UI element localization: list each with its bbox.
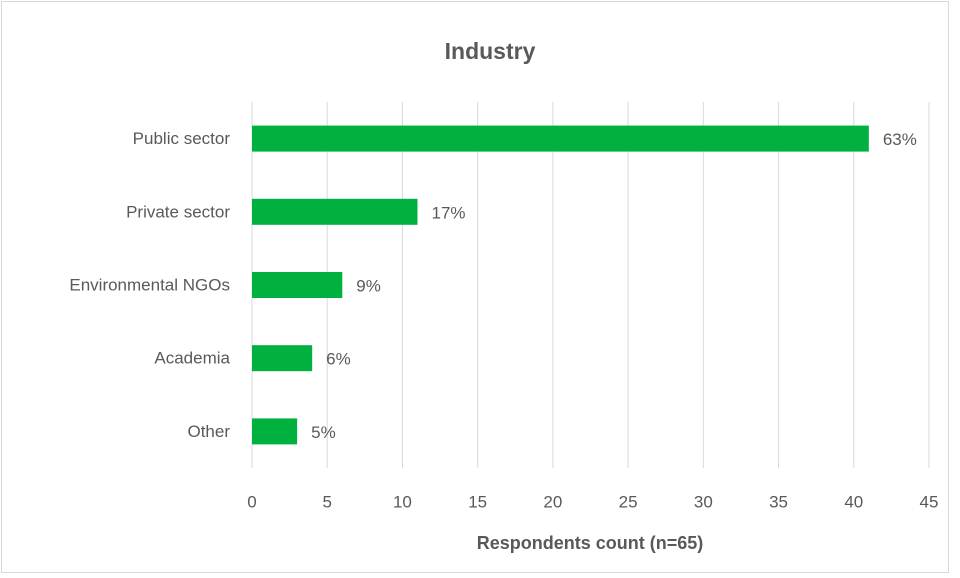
x-tick-label: 5 — [322, 492, 331, 511]
data-label: 5% — [311, 423, 336, 442]
bar — [252, 125, 869, 152]
data-label: 63% — [883, 130, 917, 149]
x-tick-label: 35 — [769, 492, 788, 511]
data-label: 17% — [431, 203, 465, 222]
bar — [252, 272, 343, 298]
y-tick-label: Academia — [154, 349, 230, 368]
data-label: 9% — [356, 276, 381, 295]
chart-border — [1, 1, 949, 573]
y-tick-label: Private sector — [126, 202, 230, 221]
x-tick-label: 0 — [247, 492, 256, 511]
bar — [252, 418, 298, 445]
y-tick-label: Environmental NGOs — [69, 275, 230, 294]
x-tick-label: 40 — [844, 492, 863, 511]
bar — [252, 198, 418, 225]
x-axis-title: Respondents count (n=65) — [477, 533, 704, 553]
chart-title: Industry — [445, 38, 536, 64]
x-tick-label: 25 — [619, 492, 638, 511]
x-tick-label: 10 — [393, 492, 412, 511]
bar — [252, 345, 313, 372]
x-tick-label: 45 — [920, 492, 939, 511]
x-tick-label: 20 — [543, 492, 562, 511]
x-tick-label: 15 — [468, 492, 487, 511]
y-tick-label: Other — [187, 422, 230, 441]
data-label: 6% — [326, 350, 351, 369]
y-tick-label: Public sector — [133, 129, 231, 148]
x-tick-label: 30 — [694, 492, 713, 511]
